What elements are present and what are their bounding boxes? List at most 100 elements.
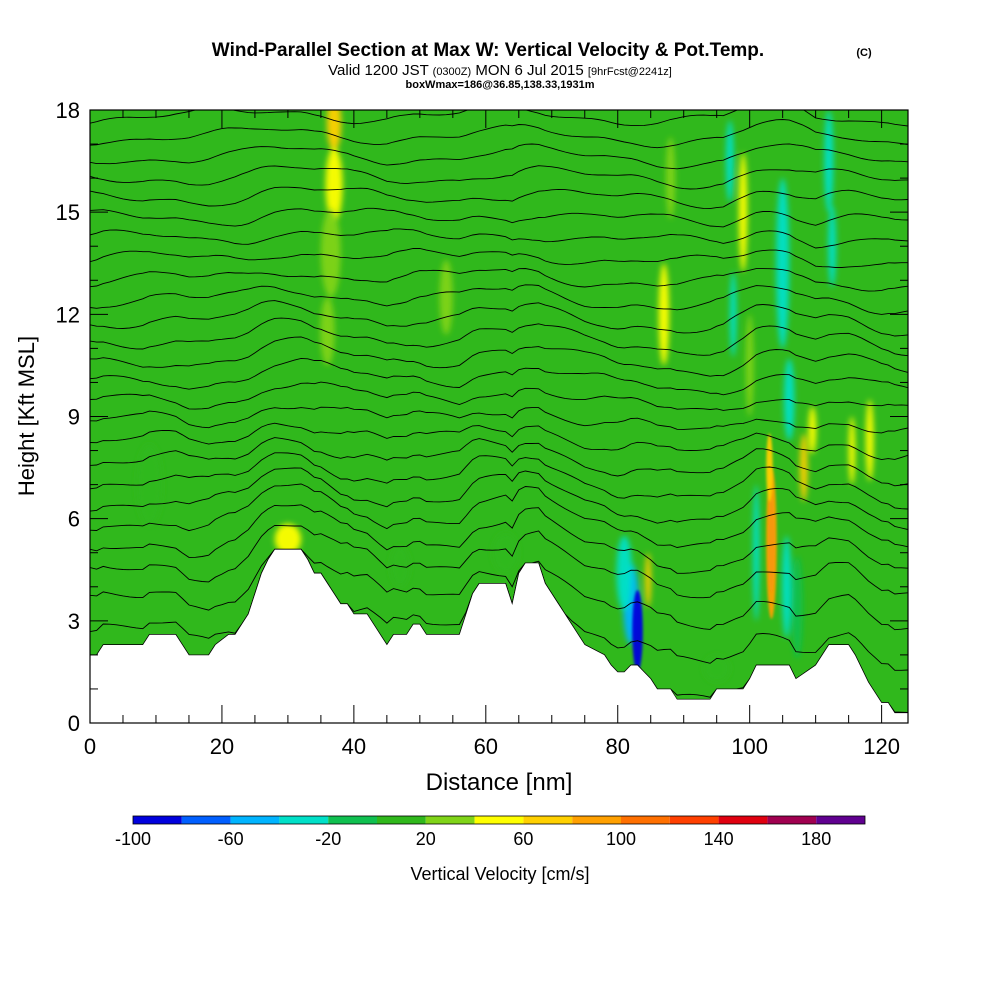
isentrope-line: [90, 207, 908, 228]
colorbar-swatch: [474, 816, 524, 824]
isentrope-line: [90, 437, 908, 487]
velocity-feature: [848, 416, 856, 485]
isentrope-line: [90, 381, 908, 411]
colorbar-swatch: [816, 816, 865, 824]
chart-subtitle-box: boxWmax=186@36.85,138.33,1931m: [406, 79, 595, 91]
chart-title: Wind-Parallel Section at Max W: Vertical…: [212, 40, 764, 61]
velocity-feature: [782, 535, 792, 638]
isentrope-line: [90, 268, 908, 292]
colorbar-tick-label: 100: [606, 829, 636, 849]
velocity-feature: [776, 178, 790, 349]
velocity-feature: [703, 654, 730, 683]
x-tick-label: 80: [605, 734, 629, 759]
colorbar-tick-label: 140: [704, 829, 734, 849]
terrain: [90, 549, 908, 723]
x-tick-label: 100: [731, 734, 768, 759]
y-tick-label: 9: [68, 405, 80, 430]
colorbar-tick-label: -60: [218, 829, 244, 849]
x-tick-label: 60: [474, 734, 498, 759]
y-tick-label: 12: [56, 302, 80, 327]
velocity-feature: [632, 590, 643, 672]
isentrope-line: [90, 228, 908, 249]
isentrope-line: [90, 317, 908, 357]
velocity-feature: [865, 399, 874, 482]
chart-title-mark: (C): [856, 47, 872, 59]
isentrope-line: [90, 467, 908, 530]
velocity-feature: [745, 314, 754, 417]
velocity-feature: [320, 208, 341, 298]
isentrope-line: [90, 406, 908, 434]
velocity-feature: [274, 523, 302, 555]
velocity-fill-core: [632, 433, 777, 672]
isentrope-line: [90, 165, 908, 190]
colorbar-swatch: [328, 816, 377, 824]
y-tick-label: 18: [56, 98, 80, 123]
colorbar-swatch: [181, 816, 231, 824]
plot-area: [90, 110, 908, 723]
colorbar-tick-label: 60: [513, 829, 533, 849]
velocity-feature: [658, 263, 670, 366]
isentrope-line: [90, 452, 908, 510]
isentrope-line: [90, 422, 908, 461]
x-tick-label: 120: [863, 734, 900, 759]
y-axis-label: Height [Kft MSL]: [14, 336, 39, 496]
colorbar-swatch: [377, 816, 426, 824]
velocity-feature: [645, 552, 652, 608]
velocity-feature: [808, 406, 817, 454]
velocity-feature: [665, 137, 676, 219]
y-tick-label: 6: [68, 507, 80, 532]
chart-subtitle: Valid 1200 JST (0300Z) MON 6 Jul 2015 [9…: [328, 62, 672, 79]
colorbar-swatch: [523, 816, 573, 824]
isentrope-line: [90, 504, 908, 574]
velocity-feature: [766, 465, 777, 620]
colorbar-tick-labels: -100 -60 -20 20 60 100 140 180: [115, 829, 831, 849]
colorbar-swatch: [230, 816, 280, 824]
x-tick-labels: 0 20 40 60 80 100 120: [84, 734, 900, 759]
y-tick-label: 15: [56, 200, 80, 225]
velocity-feature: [791, 556, 803, 659]
velocity-feature: [326, 110, 342, 151]
colorbar-tick-label: -20: [315, 829, 341, 849]
isentrope-line: [90, 284, 908, 315]
velocity-feature: [325, 147, 343, 223]
isentrope-line: [90, 186, 908, 210]
colorbar-tick-label: -100: [115, 829, 151, 849]
colorbar-tick-label: 180: [801, 829, 831, 849]
y-tick-label: 3: [68, 609, 80, 634]
velocity-feature: [136, 443, 163, 526]
x-tick-label: 0: [84, 734, 96, 759]
isentrope-line: [90, 300, 908, 337]
potential-temperature-contours: [90, 110, 908, 713]
velocity-feature: [752, 484, 760, 621]
colorbar-swatch: [718, 816, 768, 824]
subtitle-date: MON 6 Jul 2015: [475, 62, 583, 79]
isentrope-line: [90, 143, 908, 170]
velocity-feature: [824, 110, 834, 213]
isentrope-line: [90, 336, 908, 377]
velocity-feature: [320, 297, 335, 366]
subtitle-valid: Valid 1200 JST: [328, 62, 428, 79]
velocity-feature: [729, 271, 737, 357]
isentrope-line: [90, 524, 908, 599]
x-tick-label: 40: [342, 734, 366, 759]
colorbar-swatch: [669, 816, 719, 824]
y-tick-label: 0: [68, 711, 80, 736]
isentrope-line: [90, 483, 908, 548]
axis-ticks: [89, 109, 908, 724]
x-tick-label: 20: [210, 734, 234, 759]
isentrope-line: [90, 247, 908, 268]
subtitle-utc: (0300Z): [433, 66, 472, 78]
velocity-feature: [738, 152, 748, 272]
subtitle-fcst: [9hrFcst@2241z]: [588, 66, 672, 78]
colorbar-frame: [132, 815, 866, 825]
colorbar-swatch: [425, 816, 475, 824]
isentrope-line: [90, 119, 908, 149]
colorbar-swatch: [767, 816, 817, 824]
colorbar-swatch: [133, 816, 182, 824]
velocity-feature: [492, 532, 519, 574]
colorbar-tick-label: 20: [416, 829, 436, 849]
velocity-feature: [725, 120, 734, 202]
colorbar-swatch: [572, 816, 621, 824]
y-tick-labels: 0 3 6 9 12 15 18: [56, 98, 80, 736]
